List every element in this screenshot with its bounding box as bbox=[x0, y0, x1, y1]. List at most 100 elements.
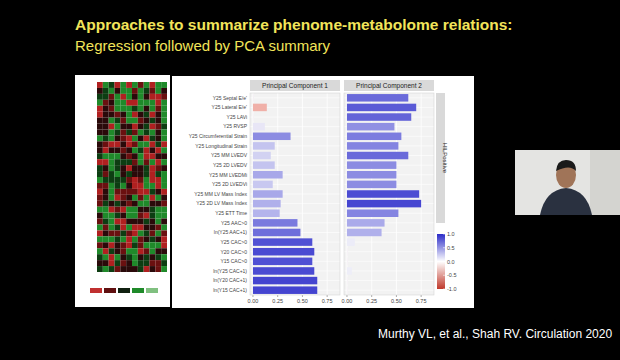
tick-mark bbox=[302, 295, 303, 297]
heatmap-cell bbox=[103, 94, 109, 100]
heatmap-cell bbox=[150, 248, 156, 254]
heatmap-cell bbox=[126, 171, 132, 177]
category-label: ln(Y15 CAC+1) bbox=[213, 287, 247, 293]
heatmap-cell bbox=[150, 141, 156, 147]
heatmap-cell bbox=[97, 248, 103, 254]
heatmap-cell bbox=[150, 106, 156, 112]
heatmap-cell bbox=[161, 135, 167, 141]
heatmap-cell bbox=[103, 100, 109, 106]
heatmap-cell bbox=[150, 118, 156, 124]
heatmap-cell bbox=[97, 189, 103, 195]
heatmap-cell bbox=[109, 230, 115, 236]
heatmap-cell bbox=[109, 153, 115, 159]
heatmap-cell bbox=[103, 254, 109, 260]
heatmap-cell bbox=[155, 225, 161, 231]
heatmap-cell bbox=[120, 159, 126, 165]
bar bbox=[347, 219, 385, 227]
heatmap-cell bbox=[120, 135, 126, 141]
tick-label: 0.25 bbox=[272, 298, 283, 304]
heatmap-cell bbox=[138, 171, 144, 177]
heatmap-cell bbox=[109, 82, 115, 88]
heatmap-cell bbox=[161, 225, 167, 231]
heatmap-legend-swatch bbox=[90, 288, 102, 293]
heatmap-cell bbox=[144, 153, 150, 159]
bar bbox=[347, 171, 396, 179]
subtitle: Regression followed by PCA summary bbox=[75, 37, 331, 54]
category-label: Y25 2D LV Mass Index bbox=[196, 200, 247, 206]
heatmap-cell bbox=[161, 195, 167, 201]
webcam bbox=[515, 150, 620, 215]
heatmap-cell bbox=[126, 165, 132, 171]
heatmap-cell bbox=[109, 88, 115, 94]
category-label: Y25 ETT Time bbox=[215, 210, 247, 216]
bar bbox=[253, 133, 291, 141]
heatmap-cell bbox=[97, 88, 103, 94]
heatmap-cell bbox=[120, 177, 126, 183]
heatmap-cell bbox=[132, 159, 138, 165]
heatmap-cell bbox=[126, 112, 132, 118]
heatmap-cell bbox=[132, 130, 138, 136]
bar bbox=[347, 238, 355, 246]
heatmap-cell bbox=[120, 189, 126, 195]
chart: Y25 Septal E/e'Y25 Lateral E/e'Y25 LAViY… bbox=[189, 80, 457, 304]
heatmap-cell bbox=[161, 94, 167, 100]
bar bbox=[347, 104, 416, 112]
heatmap-cell bbox=[126, 260, 132, 266]
heatmap-cell bbox=[115, 248, 121, 254]
heatmap-cell bbox=[115, 177, 121, 183]
bar bbox=[253, 200, 281, 208]
heatmap-legend-swatch bbox=[104, 288, 116, 293]
tick-label: 0.00 bbox=[342, 298, 353, 304]
heatmap-cell bbox=[132, 141, 138, 147]
heatmap-cell bbox=[109, 130, 115, 136]
heatmap-cell bbox=[126, 177, 132, 183]
bar bbox=[253, 104, 267, 112]
heatmap-cell bbox=[97, 201, 103, 207]
colorbar-tick bbox=[443, 247, 445, 248]
heatmap-cell bbox=[150, 260, 156, 266]
heatmap-cell bbox=[155, 100, 161, 106]
heatmap-cell bbox=[150, 207, 156, 213]
heatmap-cell bbox=[138, 225, 144, 231]
heatmap-cell bbox=[138, 219, 144, 225]
chart-bg bbox=[172, 76, 474, 308]
heatmap-cell bbox=[132, 225, 138, 231]
category-label: Y20 CAC>0 bbox=[220, 249, 247, 255]
colorbar-tick bbox=[443, 275, 445, 276]
heatmap-cell bbox=[155, 207, 161, 213]
heatmap-cell bbox=[144, 236, 150, 242]
heatmap-cell bbox=[155, 124, 161, 130]
tick-label: 0.75 bbox=[416, 298, 427, 304]
heatmap-cell bbox=[138, 82, 144, 88]
heatmap-cell bbox=[138, 195, 144, 201]
tick-mark bbox=[327, 295, 328, 297]
heatmap-cell bbox=[132, 242, 138, 248]
heatmap-cell bbox=[144, 124, 150, 130]
heatmap-cell bbox=[126, 183, 132, 189]
heatmap-cell bbox=[138, 189, 144, 195]
heatmap-cell bbox=[150, 153, 156, 159]
bar bbox=[253, 171, 283, 179]
heatmap-cell bbox=[132, 112, 138, 118]
heatmap-cell bbox=[138, 124, 144, 130]
heatmap-cell bbox=[138, 201, 144, 207]
heatmap-cell bbox=[144, 225, 150, 231]
heatmap-cell bbox=[126, 266, 132, 272]
heatmap-cell bbox=[103, 248, 109, 254]
heatmap-cell bbox=[126, 195, 132, 201]
category-label: Y25 AAC>0 bbox=[221, 220, 247, 226]
heatmap-cell bbox=[132, 236, 138, 242]
heatmap-cell bbox=[120, 242, 126, 248]
heatmap-cell bbox=[155, 159, 161, 165]
heatmap-cell bbox=[138, 94, 144, 100]
category-label: Y25 LAVi bbox=[227, 114, 247, 120]
heatmap-cell bbox=[109, 94, 115, 100]
heatmap-cell bbox=[150, 201, 156, 207]
tick-label: 0.75 bbox=[322, 298, 333, 304]
heatmap-cell bbox=[150, 94, 156, 100]
heatmap-cell bbox=[161, 124, 167, 130]
heatmap-cell bbox=[161, 207, 167, 213]
heatmap-cell bbox=[97, 177, 103, 183]
heatmap-cell bbox=[115, 112, 121, 118]
heatmap-cell bbox=[138, 260, 144, 266]
